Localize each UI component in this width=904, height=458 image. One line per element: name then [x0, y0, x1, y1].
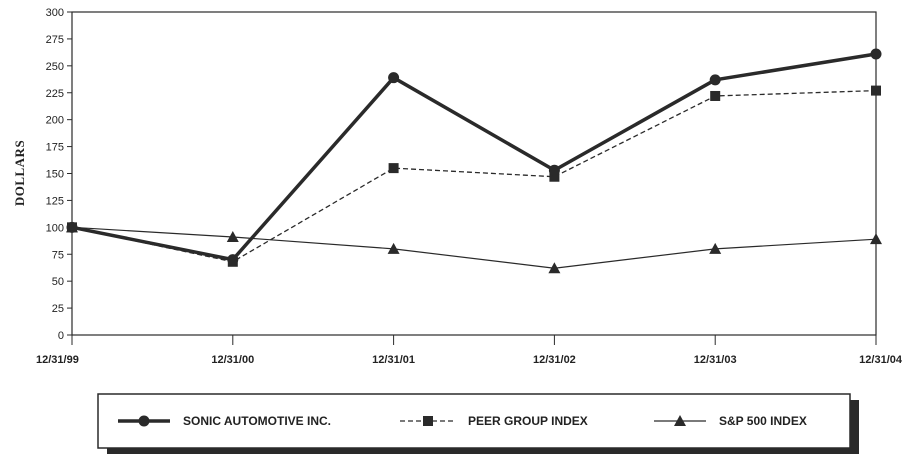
legend: SONIC AUTOMOTIVE INC. PEER GROUP INDEX S&P…: [97, 393, 859, 454]
legend-label: S&P 500 INDEX: [719, 414, 807, 428]
data-point-triangle: [709, 242, 722, 254]
y-tick-label: 275: [46, 34, 64, 46]
y-tick-label: 250: [46, 61, 64, 73]
legend-box: [97, 393, 851, 449]
series-lines: [71, 52, 877, 269]
y-tick-label: 300: [46, 7, 64, 19]
y-axis-label: DOLLARS: [12, 140, 27, 206]
legend-marker-square: [423, 416, 433, 426]
x-tick-label: 12/31/03: [694, 354, 737, 366]
x-axis-ticks: 12/31/99 12/31/00 12/31/01 12/31/02 12/31/03…: [36, 335, 903, 366]
data-point-circle: [66, 221, 78, 233]
legend-item: S&P 500 INDEX: [654, 414, 807, 428]
legend-label: SONIC AUTOMOTIVE INC.: [183, 414, 331, 428]
x-tick-label: 12/31/02: [533, 354, 576, 366]
y-tick-label: 225: [46, 88, 64, 100]
data-point-circle: [870, 48, 882, 60]
y-tick-label: 100: [46, 222, 64, 234]
data-point-triangle: [548, 262, 561, 274]
series-line-square: [71, 89, 877, 263]
data-point-circle: [709, 74, 721, 86]
y-tick-label: 50: [52, 276, 64, 288]
x-tick-label: 12/31/04: [859, 354, 903, 366]
y-tick-label: 75: [52, 249, 64, 261]
y-tick-label: 200: [46, 115, 64, 127]
data-point-circle: [388, 72, 400, 84]
series-line-triangle: [71, 226, 877, 269]
legend-item: SONIC AUTOMOTIVE INC.: [118, 414, 331, 428]
y-tick-label: 150: [46, 169, 64, 181]
series-markers: [66, 48, 882, 274]
data-point-square: [549, 171, 560, 182]
data-point-circle: [548, 164, 560, 176]
y-tick-label: 25: [52, 303, 64, 315]
data-point-square: [710, 90, 721, 101]
y-axis-ticks: 0 25 50 75 100 125 150 175 200 225 250 275 300: [46, 7, 72, 342]
axes: [71, 11, 877, 336]
plot-frame: [71, 11, 877, 336]
y-tick-label: 175: [46, 142, 64, 154]
y-tick-label: 0: [58, 330, 64, 342]
data-point-triangle: [387, 242, 400, 254]
x-tick-label: 12/31/01: [372, 354, 415, 366]
legend-marker-circle: [138, 415, 150, 427]
data-point-triangle: [226, 231, 239, 243]
y-tick-label: 125: [46, 195, 64, 207]
series-line-circle: [71, 52, 877, 262]
data-point-circle: [227, 254, 239, 266]
data-point-square: [871, 85, 881, 96]
data-point-square: [388, 163, 399, 174]
x-tick-label: 12/31/99: [36, 354, 79, 366]
legend-item: PEER GROUP INDEX: [400, 414, 588, 428]
x-tick-label: 12/31/00: [211, 354, 254, 366]
data-point-triangle: [870, 233, 882, 245]
legend-marker-triangle: [674, 415, 686, 426]
legend-label: PEER GROUP INDEX: [468, 414, 588, 428]
